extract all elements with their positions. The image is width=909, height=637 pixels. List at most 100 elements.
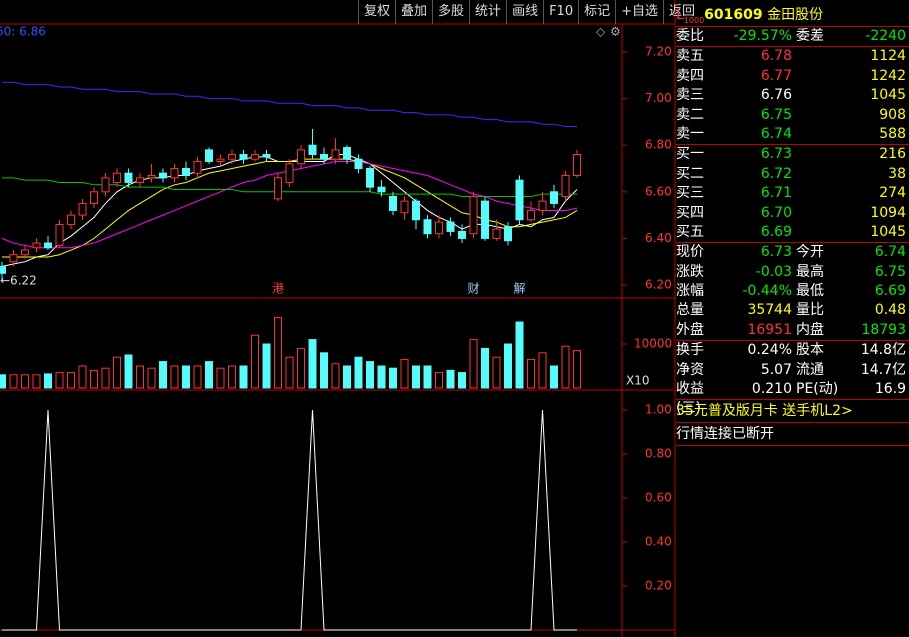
toolbar-button[interactable]: 叠加	[395, 0, 432, 24]
quote-cell: 买四	[676, 204, 704, 221]
promo[interactable]: 35元普及版月卡 送手机L2>	[676, 400, 909, 424]
toolbar-button[interactable]: 标记	[578, 0, 615, 24]
candle-body	[331, 149, 340, 160]
candle-body	[147, 174, 156, 179]
quote-cell: 14.7亿	[860, 361, 906, 378]
quote-cell: 908	[879, 106, 906, 123]
candle-body	[492, 228, 501, 239]
candle-body	[124, 172, 133, 183]
quote-cell: 216	[879, 146, 906, 163]
candle-body	[113, 172, 121, 183]
quote-cell: 14.8亿	[860, 342, 906, 359]
quote-row: 买二 6.72 38	[676, 165, 909, 184]
quote-cell: 卖三	[676, 87, 704, 104]
moving-average	[2, 81, 577, 128]
volume-bar	[527, 358, 535, 389]
toolbar-button[interactable]: 画线	[506, 0, 543, 24]
volume-bar	[377, 365, 386, 389]
toolbar-button[interactable]: 返回	[663, 0, 700, 24]
quote-cell: 买一	[676, 146, 704, 163]
toolbar: 复权 叠加 多股 统计 画线 F10 标记 +自选 返回	[358, 0, 700, 24]
volume-bar	[136, 365, 144, 389]
quote-cell: 588	[879, 125, 906, 142]
quote-cell: 0.24%	[747, 342, 792, 359]
status: 行情连接已断开	[676, 423, 909, 447]
volume-bar	[205, 361, 213, 389]
candle-body	[274, 177, 282, 200]
quote-cell: 换手	[676, 342, 704, 359]
prefix: L	[676, 7, 684, 23]
toolbar-button[interactable]: 复权	[358, 0, 395, 24]
volume-bar	[538, 352, 547, 389]
quote-cell: 6.75	[874, 263, 906, 280]
candle-body	[262, 154, 271, 158]
quote-cell: 35744	[747, 302, 792, 319]
candle-body	[400, 200, 409, 214]
quote-cell: 16951	[747, 321, 792, 338]
volume-bar	[297, 347, 305, 389]
toolbar-button[interactable]: F10	[543, 0, 578, 24]
quote-row: 买三 6.71 274	[676, 184, 909, 203]
candle-body	[412, 200, 420, 221]
volume-bar	[67, 372, 75, 389]
y-tick-label: 0.80	[645, 447, 672, 461]
quote-cell	[792, 165, 848, 184]
volume-bar	[343, 365, 351, 389]
quote-cell: 6.69	[874, 283, 906, 300]
quote-row: 总量 35744 量比 0.48	[676, 301, 909, 320]
quote-cell: PE(动)	[796, 381, 839, 398]
candle-body	[136, 177, 144, 183]
volume-bar	[446, 369, 455, 389]
volume-bar	[366, 361, 374, 389]
quote-cell: 0.48	[874, 302, 906, 319]
quote-cell: 6.71	[760, 185, 792, 202]
quote-row: 卖五 6.78 1124	[676, 47, 909, 66]
quote-cell: -2240	[865, 28, 906, 44]
candle-body	[469, 195, 478, 235]
level: 1000	[683, 15, 705, 25]
volume-bar	[274, 317, 282, 389]
candle-body	[90, 191, 98, 204]
volume-bar	[251, 334, 259, 389]
quote-cell: -0.44%	[742, 283, 792, 300]
candle-body	[573, 154, 581, 176]
indicator-line	[2, 409, 577, 631]
candle-body	[366, 168, 374, 188]
candle-body	[446, 221, 455, 232]
quote-cell: 38	[888, 165, 906, 182]
volume-bar	[55, 372, 64, 389]
toolbar-button[interactable]: 统计	[469, 0, 506, 24]
candle-body	[239, 154, 248, 160]
candle-body	[67, 214, 75, 225]
volume-bar	[423, 365, 432, 389]
quote-cell: 0.210	[751, 381, 792, 398]
quote-cell: 6.73	[760, 244, 792, 261]
quote-cell: 流通	[796, 361, 824, 378]
candle-body	[44, 242, 52, 249]
stock-name: 金田股份	[767, 7, 824, 23]
quote-row: 买一 6.73 216	[676, 145, 909, 164]
candle-body	[78, 202, 87, 216]
y-tick-label: 6.20	[645, 278, 672, 292]
volume-bar	[182, 365, 190, 389]
volume-unit: X10	[626, 374, 650, 388]
quote-cell: -0.03	[755, 263, 792, 280]
quote-cell: 1045	[870, 87, 906, 104]
toolbar-button[interactable]: +自选	[615, 0, 663, 24]
quote-cell: 量比	[796, 302, 824, 319]
candle-body	[377, 186, 386, 193]
quote-cell: 委差	[796, 28, 824, 44]
candle-body	[101, 177, 110, 193]
quote-cell: 涨跌	[676, 263, 704, 280]
volume-bar	[239, 365, 248, 389]
low-note: ←6.22	[0, 274, 37, 288]
quote-cell: 6.75	[760, 106, 792, 123]
volume-bar	[216, 367, 225, 389]
quote-cell: 6.72	[760, 165, 792, 182]
quote-row: 买五 6.69 1045	[676, 223, 909, 244]
candle-body	[170, 168, 179, 179]
toolbar-button[interactable]: 多股	[432, 0, 469, 24]
quote-cell: 1242	[870, 67, 906, 84]
